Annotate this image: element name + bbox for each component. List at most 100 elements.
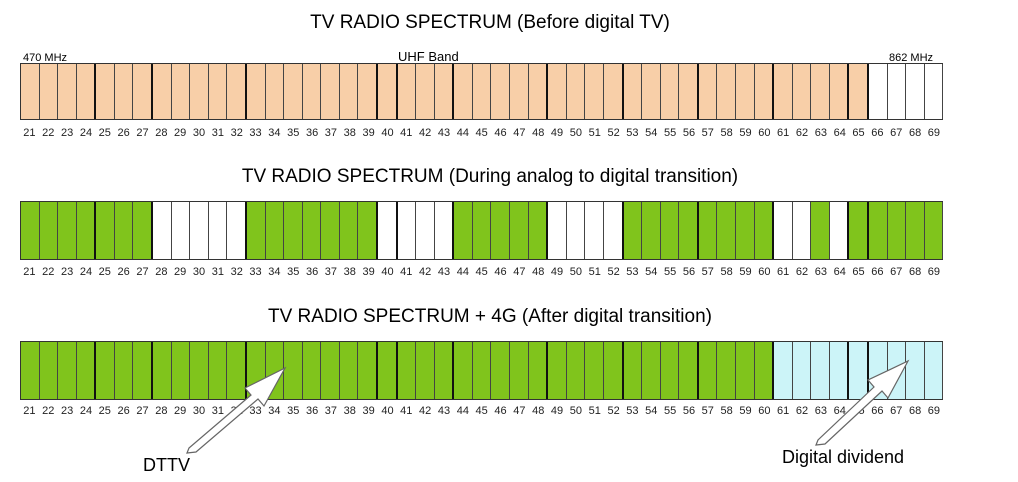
channel-number: 54 <box>645 266 658 278</box>
channel-number: 59 <box>739 127 752 139</box>
channel-28-digital <box>153 342 172 399</box>
channel-number: 30 <box>192 127 206 139</box>
channel-60-digital <box>754 342 775 399</box>
channel-number: 62 <box>795 127 809 139</box>
channel-66-free <box>869 64 888 119</box>
channel-55-analog <box>660 64 680 119</box>
channel-number: 34 <box>268 405 281 417</box>
channel-50-free <box>566 202 586 259</box>
channel-54-digital <box>642 202 661 259</box>
panel-3-title: TV RADIO SPECTRUM + 4G (After digital tr… <box>268 306 712 327</box>
channel-39-digital <box>358 202 378 259</box>
channel-43-digital <box>434 342 455 399</box>
channel-number: 39 <box>362 127 375 139</box>
dttv-arrow <box>186 366 287 454</box>
channel-37-digital <box>321 342 340 399</box>
channel-number: 41 <box>400 266 413 278</box>
channel-number: 39 <box>362 266 375 278</box>
channel-65-dividend <box>849 342 870 399</box>
channel-59-digital <box>735 342 755 399</box>
channel-52-digital <box>603 342 624 399</box>
channel-38-digital <box>339 202 359 259</box>
channel-37-analog <box>321 64 340 119</box>
channel-number: 47 <box>513 405 526 417</box>
channel-number: 56 <box>682 405 696 417</box>
channel-58-digital <box>717 342 736 399</box>
channel-41-analog <box>397 64 417 119</box>
channel-38-digital <box>339 342 359 399</box>
channel-number: 40 <box>381 405 394 417</box>
channel-number: 67 <box>890 127 903 139</box>
digital-dividend-label: Digital dividend <box>782 447 905 467</box>
channel-number: 37 <box>324 127 338 139</box>
channel-number: 51 <box>588 266 601 278</box>
channel-49-free <box>548 202 567 259</box>
channel-57-digital <box>698 342 718 399</box>
channel-number: 68 <box>908 266 922 278</box>
channel-number: 40 <box>381 266 394 278</box>
channel-24-analog <box>76 64 97 119</box>
channel-65-digital <box>849 202 870 259</box>
channel-number: 33 <box>249 405 262 417</box>
channel-50-analog <box>566 64 586 119</box>
channel-48-analog <box>528 64 549 119</box>
channel-51-free <box>585 202 604 259</box>
channel-67-free <box>887 64 907 119</box>
channel-number: 48 <box>532 266 545 278</box>
channel-34-analog <box>265 64 285 119</box>
channel-number: 28 <box>155 266 168 278</box>
channel-number: 46 <box>494 266 507 278</box>
channel-number: 26 <box>117 127 130 139</box>
channel-24-digital <box>76 202 97 259</box>
channel-number: 58 <box>720 266 733 278</box>
channel-58-analog <box>717 64 736 119</box>
channel-number: 46 <box>494 405 507 417</box>
channel-number: 41 <box>400 127 413 139</box>
frequency-end-label: 862 MHz <box>889 52 934 64</box>
channel-37-digital <box>321 202 340 259</box>
channel-number: 50 <box>569 405 583 417</box>
channel-number: 64 <box>833 405 846 417</box>
channel-number: 57 <box>701 266 714 278</box>
channel-number: 63 <box>814 405 827 417</box>
channel-number: 69 <box>927 405 941 417</box>
channel-68-dividend <box>906 342 925 399</box>
channel-56-digital <box>679 342 699 399</box>
channel-66-digital <box>869 202 888 259</box>
channel-60-digital <box>754 202 775 259</box>
channel-49-digital <box>548 342 567 399</box>
channel-number: 32 <box>230 266 243 278</box>
channel-number: 56 <box>682 266 696 278</box>
channel-48-digital <box>528 202 549 259</box>
channel-35-digital <box>284 342 303 399</box>
channel-30-digital <box>190 342 209 399</box>
channel-number: 28 <box>155 127 168 139</box>
channel-number: 44 <box>456 405 469 417</box>
channel-45-digital <box>472 202 492 259</box>
channel-61-dividend <box>774 342 793 399</box>
channel-25-analog <box>96 64 115 119</box>
channel-62-analog <box>792 64 812 119</box>
channel-number: 65 <box>852 266 865 278</box>
channel-number: 38 <box>343 405 356 417</box>
channel-number: 47 <box>513 266 526 278</box>
channel-23-digital <box>58 202 77 259</box>
channel-39-digital <box>358 342 378 399</box>
channel-number: 46 <box>494 127 507 139</box>
channel-number: 42 <box>419 266 432 278</box>
channel-number: 54 <box>645 127 658 139</box>
channel-number: 23 <box>60 405 74 417</box>
channel-number: 45 <box>475 405 488 417</box>
channel-number: 62 <box>795 266 809 278</box>
channel-22-digital <box>39 342 59 399</box>
channel-number: 23 <box>60 266 74 278</box>
channel-42-free <box>416 202 435 259</box>
channel-number: 69 <box>927 127 941 139</box>
channel-24-digital <box>76 342 97 399</box>
channel-number: 52 <box>607 266 620 278</box>
channel-number: 45 <box>475 127 488 139</box>
channel-number: 21 <box>23 266 36 278</box>
channel-number: 29 <box>174 266 187 278</box>
channel-number: 36 <box>305 266 319 278</box>
channel-56-digital <box>679 202 699 259</box>
